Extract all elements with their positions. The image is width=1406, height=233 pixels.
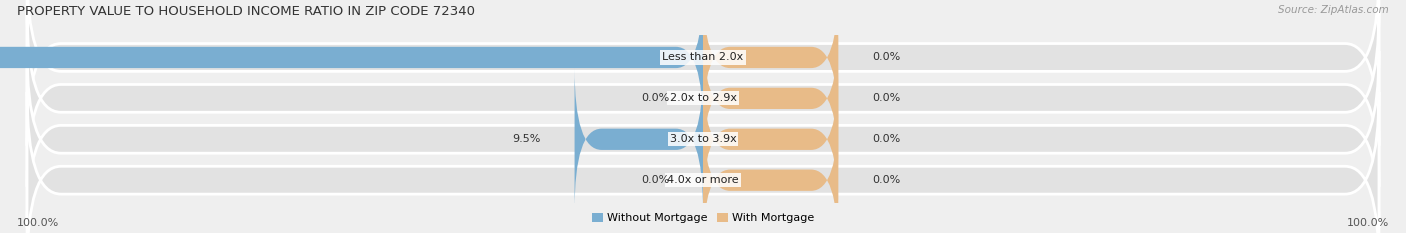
Text: 100.0%: 100.0%	[17, 218, 59, 228]
FancyBboxPatch shape	[703, 109, 838, 233]
Text: 100.0%: 100.0%	[1347, 218, 1389, 228]
Text: 3.0x to 3.9x: 3.0x to 3.9x	[669, 134, 737, 144]
Text: Less than 2.0x: Less than 2.0x	[662, 52, 744, 62]
FancyBboxPatch shape	[703, 27, 838, 170]
FancyBboxPatch shape	[27, 0, 1379, 146]
Text: 0.0%: 0.0%	[872, 134, 900, 144]
FancyBboxPatch shape	[703, 68, 838, 210]
Legend: Without Mortgage, With Mortgage: Without Mortgage, With Mortgage	[588, 208, 818, 227]
Text: 0.0%: 0.0%	[872, 93, 900, 103]
Text: 0.0%: 0.0%	[872, 175, 900, 185]
Text: 0.0%: 0.0%	[641, 93, 669, 103]
FancyBboxPatch shape	[27, 92, 1379, 233]
Text: 0.0%: 0.0%	[641, 175, 669, 185]
Text: 2.0x to 2.9x: 2.0x to 2.9x	[669, 93, 737, 103]
Text: 9.5%: 9.5%	[512, 134, 541, 144]
Text: PROPERTY VALUE TO HOUSEHOLD INCOME RATIO IN ZIP CODE 72340: PROPERTY VALUE TO HOUSEHOLD INCOME RATIO…	[17, 5, 475, 18]
FancyBboxPatch shape	[27, 51, 1379, 228]
Text: 0.0%: 0.0%	[872, 52, 900, 62]
FancyBboxPatch shape	[27, 10, 1379, 187]
Text: 4.0x or more: 4.0x or more	[668, 175, 738, 185]
FancyBboxPatch shape	[0, 0, 703, 129]
FancyBboxPatch shape	[703, 0, 838, 129]
FancyBboxPatch shape	[575, 68, 703, 210]
Text: Source: ZipAtlas.com: Source: ZipAtlas.com	[1278, 5, 1389, 15]
